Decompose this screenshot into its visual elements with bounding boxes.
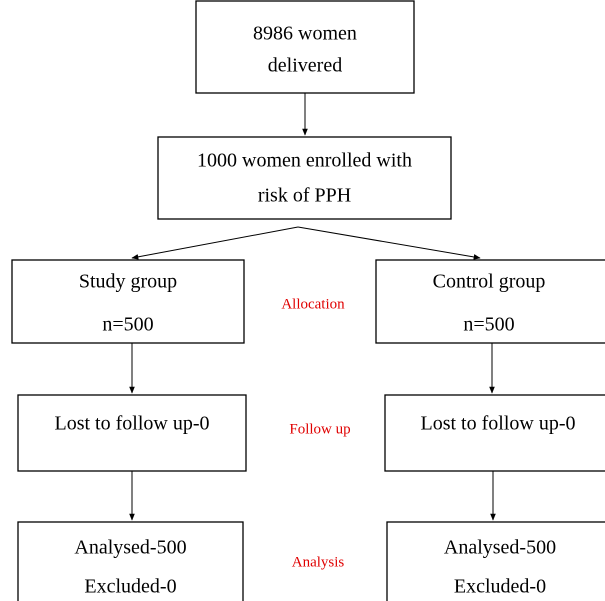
arrow xyxy=(297,226,481,260)
stage-label: Allocation xyxy=(281,296,345,312)
node: Lost to follow up-0 xyxy=(384,394,605,472)
node-box xyxy=(384,394,605,472)
node-text: n=500 xyxy=(102,314,153,336)
node-box xyxy=(386,521,605,601)
node: Lost to follow up-0 xyxy=(17,394,247,472)
node-box xyxy=(17,521,244,601)
node-box xyxy=(195,0,415,94)
node-text: Analysed-500 xyxy=(444,537,556,559)
node-text: Excluded-0 xyxy=(454,576,546,598)
node-text: 1000 women enrolled with xyxy=(197,150,412,172)
node-text: risk of PPH xyxy=(258,185,351,207)
node-box xyxy=(17,394,247,472)
node-text: Lost to follow up-0 xyxy=(55,413,210,435)
node-text: Excluded-0 xyxy=(84,576,176,598)
node-text: delivered xyxy=(268,55,342,77)
arrow xyxy=(131,226,299,260)
node: Study group n=500 xyxy=(11,259,245,344)
node-text: Control group xyxy=(433,271,546,293)
stage-label: Follow up xyxy=(289,421,350,437)
node-box xyxy=(11,259,245,344)
node: 8986 women delivered xyxy=(195,0,415,94)
node-box xyxy=(375,259,605,344)
node-text: n=500 xyxy=(463,314,514,336)
node: Control group n=500 xyxy=(375,259,605,344)
node: Analysed-500 Excluded-0 xyxy=(386,521,605,601)
node-text: Lost to follow up-0 xyxy=(421,413,576,435)
node-text: 8986 women xyxy=(253,23,357,45)
stage-label: Analysis xyxy=(292,554,345,570)
node: Analysed-500 Excluded-0 xyxy=(17,521,244,601)
boxes: 8986 women delivered 1000 women enrolled w… xyxy=(11,0,605,601)
node-box xyxy=(157,136,452,220)
node-text: Study group xyxy=(79,271,177,293)
node-text: Analysed-500 xyxy=(74,537,186,559)
arrows xyxy=(129,93,496,521)
node: 1000 women enrolled with risk of PPH xyxy=(157,136,452,220)
